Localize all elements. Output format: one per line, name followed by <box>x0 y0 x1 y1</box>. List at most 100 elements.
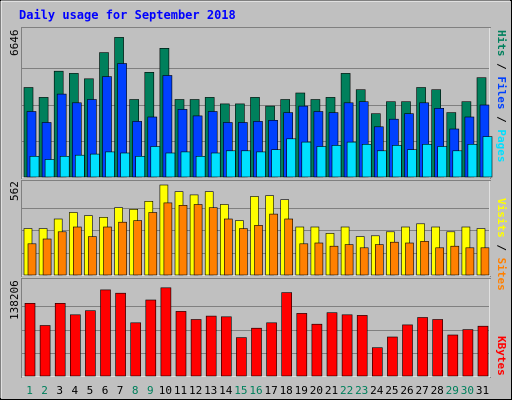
bar-pages-day-31 <box>482 136 493 178</box>
bar-kbytes-day-25 <box>387 336 398 377</box>
bar-pages-day-17 <box>271 149 281 178</box>
bar-pages-day-10 <box>165 152 176 178</box>
bar-pages-day-13 <box>210 152 221 178</box>
bar-sites-day-27 <box>420 241 429 276</box>
bar-kbytes-day-13 <box>205 315 217 377</box>
bar-pages-day-19 <box>301 141 312 178</box>
bar-sites-day-17 <box>269 213 278 276</box>
chart-title: Daily usage for September 2018 <box>19 8 236 22</box>
bar-sites-day-1 <box>27 243 37 276</box>
bar-kbytes-day-10 <box>160 287 172 377</box>
bar-kbytes-day-9 <box>145 299 157 377</box>
bar-kbytes-day-31 <box>477 325 489 377</box>
bar-sites-day-6 <box>103 226 112 276</box>
bar-kbytes-day-6 <box>100 289 111 377</box>
day-label-18: 18 <box>280 384 293 397</box>
bar-pages-day-4 <box>75 154 85 178</box>
bar-kbytes-day-3 <box>54 302 66 377</box>
bar-kbytes-day-26 <box>402 324 413 377</box>
bar-sites-day-14 <box>224 218 233 276</box>
day-label-10: 10 <box>159 384 172 397</box>
bar-kbytes-day-16 <box>251 327 262 377</box>
bar-sites-day-11 <box>178 205 188 276</box>
bar-kbytes-day-14 <box>221 316 232 377</box>
bar-sites-day-24 <box>374 244 384 276</box>
legend-hits-files-pages: Hits / Files / Pages <box>495 30 508 163</box>
day-label-16: 16 <box>249 384 262 397</box>
legend-visits-sites: Visits / Sites <box>495 198 508 291</box>
bar-sites-day-15 <box>239 228 248 276</box>
day-label-21: 21 <box>325 384 338 397</box>
bar-kbytes-day-24 <box>371 347 383 377</box>
bar-pages-day-11 <box>180 151 191 178</box>
bar-sites-day-3 <box>57 231 67 276</box>
bar-kbytes-day-7 <box>115 292 126 377</box>
legend-visits: Visits <box>495 198 508 238</box>
bar-sites-day-2 <box>42 238 52 276</box>
bar-sites-day-29 <box>450 245 460 276</box>
bar-pages-day-14 <box>226 150 236 178</box>
bar-kbytes-day-22 <box>341 314 353 377</box>
bar-kbytes-day-29 <box>447 334 459 377</box>
bar-pages-day-28 <box>437 146 448 178</box>
bar-sites-day-25 <box>390 241 399 276</box>
legend-kbytes: KBytes <box>495 336 508 376</box>
y-max-label-kbytes: 138206 <box>8 280 21 320</box>
bar-sites-day-18 <box>284 218 294 276</box>
bar-kbytes-day-2 <box>39 325 51 377</box>
bar-sites-day-26 <box>405 242 414 276</box>
bar-pages-day-7 <box>120 152 130 178</box>
day-label-24: 24 <box>370 384 384 397</box>
bar-sites-day-8 <box>133 220 142 276</box>
bar-sites-day-16 <box>254 225 263 276</box>
day-label-17: 17 <box>264 384 277 397</box>
bar-kbytes-day-8 <box>130 322 141 377</box>
y-max-label-hits: 6646 <box>8 30 21 57</box>
bar-sites-day-7 <box>118 221 127 276</box>
bar-kbytes-day-28 <box>432 319 444 377</box>
legend-pages: Pages <box>495 129 508 162</box>
bar-pages-day-6 <box>105 151 115 178</box>
legend-hits: Hits <box>495 30 508 57</box>
day-label-2: 2 <box>41 384 48 397</box>
legend-files: Files <box>495 76 508 109</box>
bar-sites-day-4 <box>73 226 82 276</box>
day-label-1: 1 <box>26 384 33 397</box>
bar-kbytes-day-30 <box>462 329 474 377</box>
bar-pages-day-12 <box>195 156 206 178</box>
day-label-4: 4 <box>71 384 78 397</box>
bar-kbytes-day-4 <box>70 314 81 377</box>
bar-kbytes-day-23 <box>356 315 368 377</box>
bar-sites-day-20 <box>314 242 324 276</box>
day-label-6: 6 <box>102 384 109 397</box>
bar-sites-day-19 <box>299 243 309 276</box>
day-label-28: 28 <box>431 384 444 397</box>
bar-pages-day-23 <box>361 144 372 178</box>
bar-sites-day-12 <box>193 204 203 276</box>
bar-sites-day-30 <box>465 247 475 276</box>
bar-pages-day-21 <box>331 145 342 178</box>
bar-pages-day-20 <box>316 146 327 178</box>
bar-pages-day-29 <box>452 150 463 178</box>
day-label-3: 3 <box>56 384 63 397</box>
day-label-9: 9 <box>147 384 154 397</box>
day-label-26: 26 <box>400 384 413 397</box>
day-label-14: 14 <box>219 384 233 397</box>
legend-sites: Sites <box>495 258 508 291</box>
day-label-7: 7 <box>117 384 124 397</box>
day-label-19: 19 <box>295 384 308 397</box>
bar-pages-day-1 <box>29 156 40 178</box>
bar-kbytes-day-11 <box>175 311 187 377</box>
day-label-5: 5 <box>87 384 94 397</box>
bar-pages-day-22 <box>346 141 357 178</box>
bar-pages-day-26 <box>407 149 417 178</box>
bar-sites-day-31 <box>480 247 490 276</box>
day-label-29: 29 <box>446 384 459 397</box>
bar-pages-day-8 <box>135 156 145 178</box>
bar-sites-day-5 <box>88 236 97 276</box>
bar-kbytes-day-1 <box>24 302 36 377</box>
bar-kbytes-day-18 <box>281 292 293 377</box>
bar-kbytes-day-27 <box>417 317 428 377</box>
bar-pages-day-25 <box>392 145 402 178</box>
